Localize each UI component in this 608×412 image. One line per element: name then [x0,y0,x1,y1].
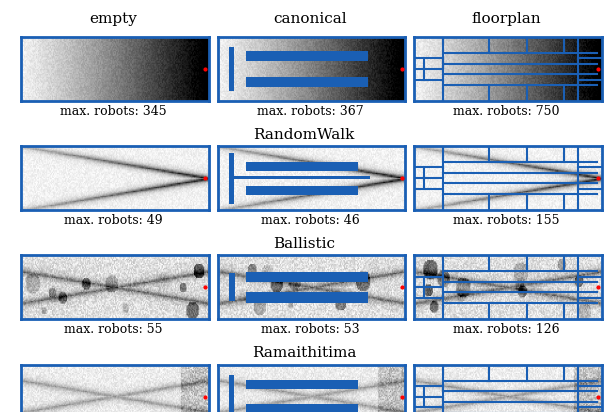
Text: max. robots: 55: max. robots: 55 [64,323,163,336]
Text: RandomWalk: RandomWalk [254,128,354,142]
Text: max. robots: 750: max. robots: 750 [454,105,560,118]
Text: max. robots: 155: max. robots: 155 [454,214,560,227]
Text: max. robots: 345: max. robots: 345 [60,105,167,118]
Bar [229,273,235,302]
Bar [246,380,359,389]
Text: max. robots: 367: max. robots: 367 [257,105,364,118]
Text: max. robots: 46: max. robots: 46 [261,214,359,227]
Text: max. robots: 53: max. robots: 53 [261,323,359,336]
Bar [246,162,359,171]
Bar [229,375,234,412]
Bar [246,272,368,282]
Bar [246,293,368,303]
Text: max. robots: 49: max. robots: 49 [64,214,163,227]
Text: floorplan: floorplan [472,12,542,26]
Bar [229,153,234,204]
Bar [246,51,368,61]
Bar [246,77,368,87]
Text: empty: empty [89,12,137,26]
Bar [229,47,234,91]
Text: canonical: canonical [273,12,347,26]
Bar [229,176,370,180]
Text: Ballistic: Ballistic [273,237,335,251]
Text: Ramaithitima: Ramaithitima [252,346,356,360]
Bar [246,186,359,195]
Bar [246,404,359,412]
Text: max. robots: 126: max. robots: 126 [454,323,560,336]
